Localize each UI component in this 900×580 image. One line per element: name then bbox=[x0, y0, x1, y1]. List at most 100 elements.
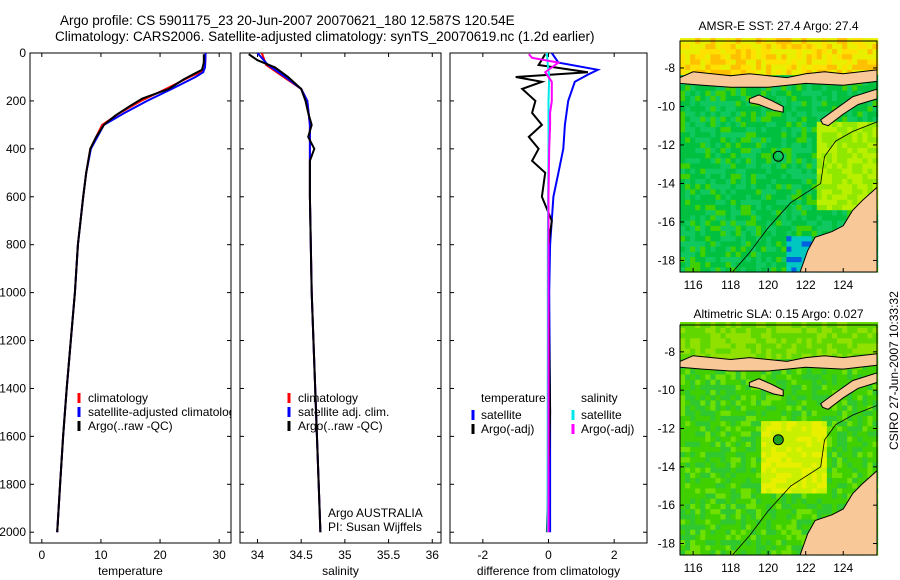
heatmap-cell bbox=[842, 214, 848, 221]
heatmap-cell bbox=[781, 235, 787, 242]
heatmap-cell bbox=[730, 225, 737, 231]
heatmap-cell bbox=[685, 131, 691, 138]
heatmap-cell bbox=[842, 482, 848, 489]
heatmap-cell bbox=[715, 420, 722, 427]
heatmap-cell bbox=[867, 348, 874, 354]
heatmap-cell bbox=[837, 173, 843, 179]
heatmap-cell bbox=[750, 332, 757, 339]
heatmap-cell bbox=[685, 84, 691, 91]
heatmap-cell bbox=[730, 482, 737, 489]
heatmap-cell bbox=[811, 441, 818, 447]
heatmap-cell bbox=[705, 441, 711, 447]
legend-label: Argo(..raw -QC) bbox=[88, 419, 173, 433]
heatmap-cell bbox=[756, 142, 762, 148]
heatmap-cell bbox=[715, 204, 722, 211]
heatmap-cell bbox=[771, 90, 777, 96]
heatmap-cell bbox=[832, 342, 838, 349]
heatmap-cell bbox=[745, 64, 752, 70]
heatmap-cell bbox=[695, 204, 701, 211]
heatmap-cell bbox=[740, 404, 747, 411]
heatmap-cell bbox=[756, 126, 762, 133]
heatmap-cell bbox=[695, 472, 701, 478]
heatmap-cell bbox=[811, 353, 818, 359]
heatmap-cell bbox=[842, 436, 848, 442]
heatmap-cell bbox=[776, 518, 782, 525]
heatmap-cell bbox=[786, 121, 793, 128]
land-polygon bbox=[820, 88, 877, 127]
heatmap-cell bbox=[690, 220, 696, 226]
heatmap-cell bbox=[725, 168, 732, 174]
heatmap-cell bbox=[847, 168, 853, 174]
heatmap-cell bbox=[806, 472, 813, 478]
heatmap-cell bbox=[715, 152, 722, 159]
heatmap-cell bbox=[725, 384, 732, 390]
heatmap-cell bbox=[806, 69, 813, 76]
heatmap-cell bbox=[756, 194, 762, 200]
heatmap-cell bbox=[690, 209, 696, 216]
heatmap-cell bbox=[740, 389, 747, 396]
heatmap-cell bbox=[700, 337, 706, 344]
heatmap-cell bbox=[786, 327, 793, 334]
heatmap-cell bbox=[690, 53, 696, 60]
heatmap-cell bbox=[720, 251, 727, 257]
heatmap-cell bbox=[756, 220, 762, 226]
heatmap-cell bbox=[832, 53, 838, 60]
heatmap-cell bbox=[756, 503, 762, 510]
heatmap-cell bbox=[690, 498, 696, 504]
heatmap-cell bbox=[735, 394, 742, 401]
heatmap-cell bbox=[735, 425, 742, 432]
heatmap-cell bbox=[801, 353, 808, 359]
heatmap-cell bbox=[695, 266, 701, 273]
heatmap-cell bbox=[735, 389, 742, 396]
heatmap-cell bbox=[832, 84, 838, 91]
heatmap-cell bbox=[821, 110, 828, 117]
heatmap-cell bbox=[816, 121, 823, 128]
heatmap-cell bbox=[700, 420, 706, 427]
heatmap-cell bbox=[761, 194, 767, 200]
heatmap-cell bbox=[690, 415, 696, 422]
heatmap-cell bbox=[680, 327, 686, 334]
heatmap-cell bbox=[786, 436, 793, 442]
heatmap-cell bbox=[826, 415, 833, 422]
heatmap-cell bbox=[705, 492, 711, 499]
heatmap-cell bbox=[801, 472, 808, 478]
heatmap-cell bbox=[806, 230, 813, 237]
heatmap-cell bbox=[852, 404, 858, 411]
heatmap-cell bbox=[832, 126, 838, 133]
heatmap-cell bbox=[862, 43, 869, 50]
heatmap-cell bbox=[730, 178, 737, 185]
heatmap-cell bbox=[811, 348, 818, 354]
heatmap-cell bbox=[852, 477, 858, 484]
heatmap-cell bbox=[832, 188, 838, 195]
heatmap-cell bbox=[786, 116, 793, 122]
heatmap-cell bbox=[867, 456, 874, 463]
heatmap-cell bbox=[791, 498, 798, 504]
heatmap-cell bbox=[842, 327, 848, 334]
heatmap-cell bbox=[680, 225, 686, 231]
heatmap-cell bbox=[740, 53, 747, 60]
heatmap-cell bbox=[816, 220, 823, 226]
heatmap-cell bbox=[756, 441, 762, 447]
heatmap-cell bbox=[821, 214, 828, 221]
heatmap-cell bbox=[786, 430, 793, 437]
heatmap-cell bbox=[710, 126, 717, 133]
heatmap-cell bbox=[826, 126, 833, 133]
heatmap-cell bbox=[700, 492, 706, 499]
heatmap-cell bbox=[745, 534, 752, 541]
heatmap-cell bbox=[725, 178, 732, 185]
heatmap-cell bbox=[705, 451, 711, 458]
heatmap-cell bbox=[796, 90, 803, 96]
heatmap-cell bbox=[786, 261, 793, 268]
heatmap-cell bbox=[680, 492, 686, 499]
heatmap-cell bbox=[872, 384, 879, 390]
heatmap-cell bbox=[720, 230, 727, 237]
heatmap-cell bbox=[852, 425, 858, 432]
heatmap-cell bbox=[837, 368, 843, 375]
heatmap-cell bbox=[826, 482, 833, 489]
heatmap-cell bbox=[725, 430, 732, 437]
heatmap-cell bbox=[872, 337, 879, 344]
heatmap-cell bbox=[740, 110, 747, 117]
heatmap-cell bbox=[705, 477, 711, 484]
heatmap-cell bbox=[816, 126, 823, 133]
heatmap-cell bbox=[750, 126, 757, 133]
